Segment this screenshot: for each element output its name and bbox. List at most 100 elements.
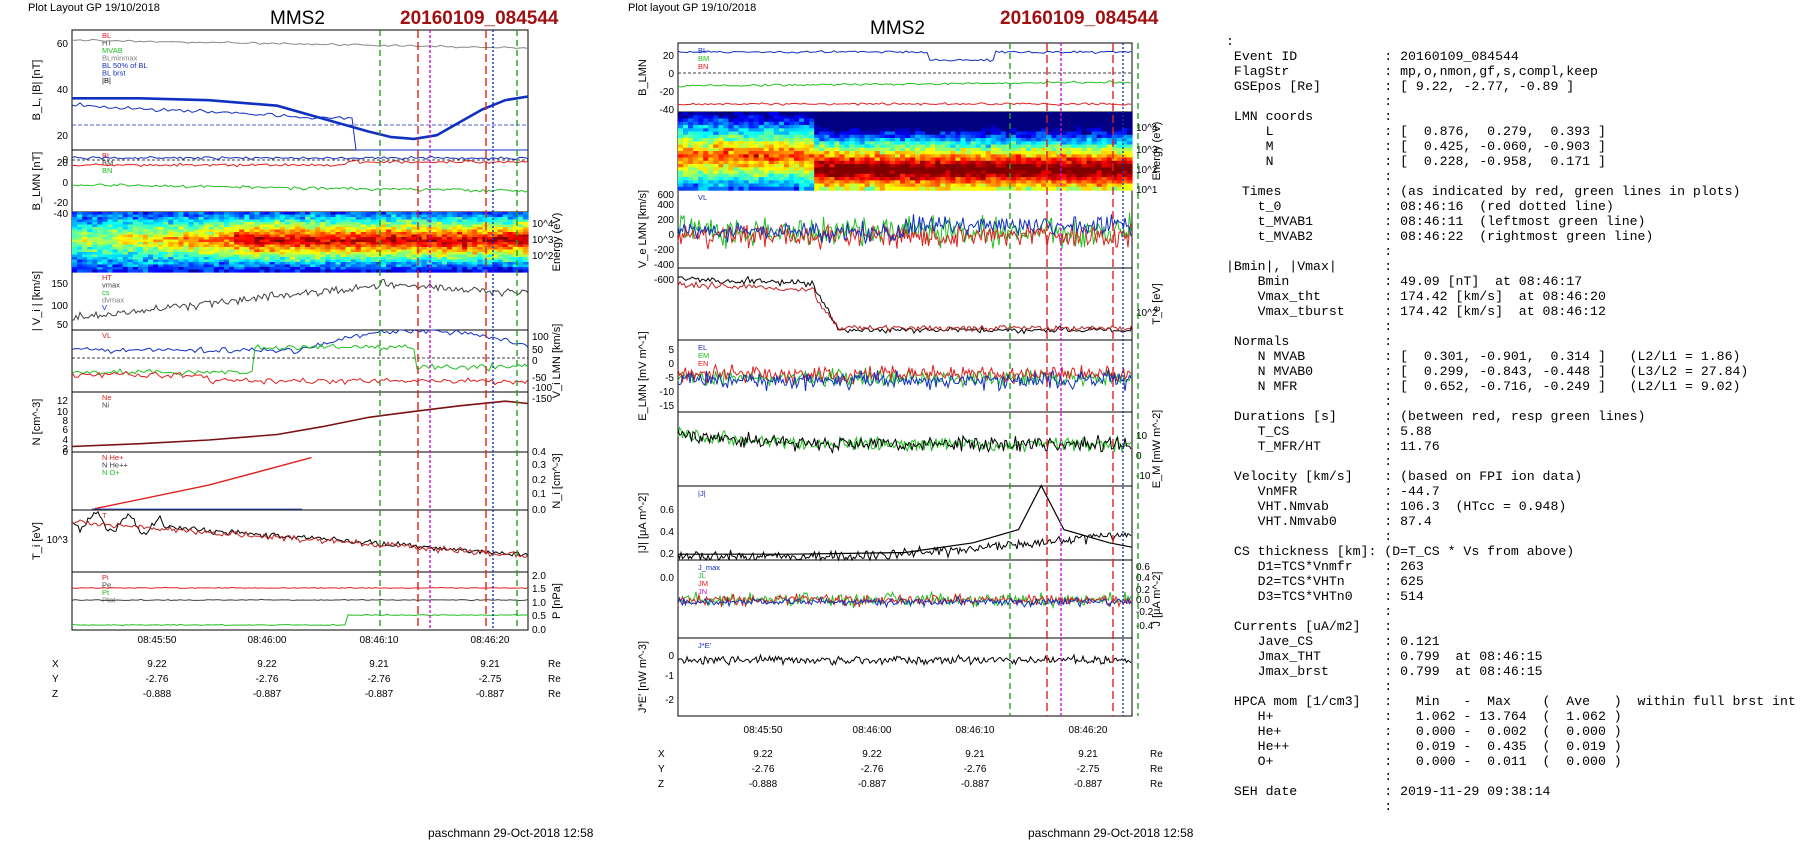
middle-spacecraft-title: MMS2	[870, 18, 925, 39]
spectrogram-cell	[492, 267, 499, 271]
spectrogram-cell	[153, 212, 159, 216]
spectrogram-cell	[1066, 131, 1072, 136]
spectrogram-cell	[391, 232, 397, 236]
spectrogram-cell	[965, 134, 972, 139]
spectrogram-cell	[1101, 164, 1108, 168]
spectrogram-cell	[804, 164, 810, 168]
spectrogram-cell	[284, 264, 291, 268]
spectrogram-cell	[1026, 157, 1032, 162]
spectrogram-cell	[1051, 170, 1057, 175]
spectrogram-cell	[910, 144, 916, 149]
spectrogram-cell	[869, 160, 876, 165]
spectrogram-cell	[289, 247, 296, 251]
spectrogram-cell	[789, 177, 795, 181]
spectrogram-cell	[884, 121, 891, 126]
spectrogram-cell	[708, 131, 714, 136]
spectrogram-cell	[1056, 118, 1062, 123]
spectrogram-cell	[386, 264, 392, 268]
spectrogram-cell	[1016, 118, 1022, 123]
spectrogram-cell	[477, 262, 483, 266]
spectrogram-cell	[507, 257, 514, 261]
spectrogram-cell	[708, 164, 714, 168]
spectrogram-cell	[102, 222, 109, 226]
spectrogram-cell	[396, 262, 402, 266]
spectrogram-cell	[330, 252, 337, 256]
spectrogram-cell	[778, 115, 785, 120]
spectrogram-cell	[879, 173, 886, 178]
spectrogram-cell	[758, 115, 765, 120]
spectrogram-cell	[703, 170, 709, 175]
spectrogram-cell	[512, 264, 519, 268]
spectrogram-cell	[269, 229, 276, 233]
spectrogram-cell	[365, 232, 372, 236]
spectrogram-cell	[1066, 128, 1072, 133]
spectrogram-cell	[467, 239, 473, 243]
spectrogram-cell	[487, 232, 494, 236]
spectrogram-cell	[269, 267, 276, 271]
spectrogram-cell	[234, 227, 240, 231]
spectrogram-cell	[365, 227, 372, 231]
spectrogram-cell	[1021, 131, 1027, 136]
spectrogram-cell	[163, 257, 169, 261]
spectrogram-cell	[376, 217, 382, 221]
spectrogram-cell	[148, 227, 154, 231]
spectrogram-cell	[396, 259, 402, 263]
info-line: Bmin : 49.09 [nT] at 08:46:17	[1226, 274, 1583, 289]
spectrogram-cell	[370, 269, 377, 273]
spectrogram-cell	[1096, 160, 1103, 165]
spectrogram-cell	[274, 269, 281, 273]
spectrogram-cell	[340, 214, 347, 218]
spectrogram-cell	[269, 262, 276, 266]
spectrogram-cell	[325, 254, 331, 258]
spectrogram-cell	[753, 144, 760, 149]
spectrogram-cell	[102, 252, 109, 256]
spectrogram-cell	[522, 217, 529, 221]
spectrogram-cell	[1026, 186, 1032, 191]
spectrogram-cell	[218, 247, 225, 251]
spectrogram-cell	[718, 147, 724, 152]
spectrogram-cell	[748, 141, 755, 146]
spectrogram-cell	[688, 147, 694, 152]
spectrogram-cell	[955, 134, 961, 139]
spectrogram-cell	[254, 254, 261, 258]
spectrogram-cell	[416, 252, 423, 256]
spectrogram-cell	[859, 125, 866, 129]
spectrogram-cell	[330, 269, 337, 273]
spectrogram-cell	[819, 128, 825, 133]
spectrogram-cell	[482, 252, 489, 256]
spectrogram-cell	[960, 121, 967, 126]
spectrogram-cell	[224, 252, 230, 256]
spectrogram-cell	[894, 164, 901, 168]
spectrogram-cell	[477, 229, 483, 233]
left-panel-ylabel: N [cm^-3]	[31, 399, 43, 446]
spectrogram-cell	[723, 154, 729, 159]
spectrogram-cell	[814, 125, 820, 129]
spectrogram-cell	[854, 170, 861, 175]
spectrogram-cell	[970, 170, 977, 175]
spectrogram-cell	[142, 239, 149, 243]
spectrogram-cell	[477, 252, 483, 256]
spectrogram-cell	[884, 138, 891, 142]
spectrogram-cell	[360, 217, 367, 221]
spectrogram-cell	[436, 242, 443, 246]
spectrogram-cell	[889, 138, 896, 142]
spectrogram-cell	[1031, 154, 1037, 159]
spectrogram-cell	[279, 227, 286, 231]
spectrogram-cell	[259, 227, 266, 231]
spectrogram-cell	[72, 237, 78, 241]
spectrogram-cell	[910, 167, 916, 172]
spectrogram-cell	[452, 232, 458, 236]
spectrogram-cell	[107, 224, 114, 228]
spectrogram-cell	[925, 121, 931, 126]
spectrogram-cell	[522, 257, 529, 261]
spectrogram-cell	[804, 186, 810, 191]
spectrogram-cell	[1026, 160, 1032, 165]
spectrogram-cell	[411, 262, 418, 266]
spectrogram-cell	[683, 157, 689, 162]
spectrogram-cell	[970, 115, 977, 120]
spectrogram-cell	[960, 134, 967, 139]
spectrogram-cell	[864, 157, 871, 162]
spectrogram-cell	[72, 269, 78, 273]
spectrogram-cell	[1121, 131, 1128, 136]
spectrogram-cell	[1021, 164, 1027, 168]
